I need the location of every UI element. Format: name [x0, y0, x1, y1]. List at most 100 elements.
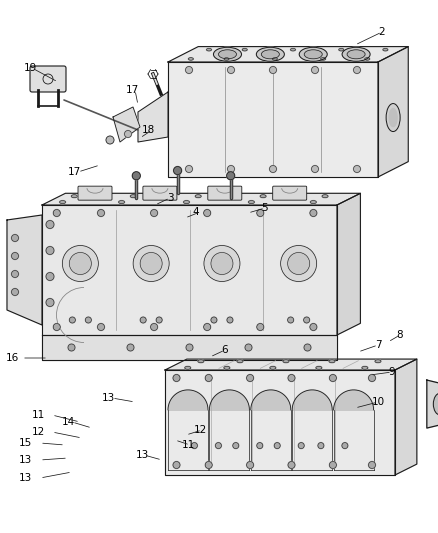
Circle shape	[173, 375, 180, 382]
Circle shape	[368, 462, 375, 469]
Ellipse shape	[260, 195, 266, 198]
Circle shape	[310, 324, 317, 330]
Circle shape	[46, 298, 54, 306]
Circle shape	[205, 375, 212, 382]
Circle shape	[257, 209, 264, 216]
Circle shape	[85, 317, 92, 323]
Polygon shape	[292, 390, 332, 410]
Circle shape	[62, 246, 99, 281]
Circle shape	[140, 253, 162, 274]
Ellipse shape	[130, 195, 136, 198]
Polygon shape	[168, 62, 378, 177]
Text: 18: 18	[141, 125, 155, 135]
Circle shape	[342, 442, 348, 449]
Circle shape	[329, 375, 336, 382]
Circle shape	[211, 317, 217, 323]
Circle shape	[173, 166, 182, 174]
Ellipse shape	[270, 366, 276, 369]
Ellipse shape	[304, 50, 322, 59]
Ellipse shape	[219, 50, 237, 59]
Ellipse shape	[224, 58, 229, 60]
Text: 17: 17	[125, 85, 138, 95]
Polygon shape	[42, 335, 337, 360]
Circle shape	[257, 442, 263, 449]
Ellipse shape	[316, 366, 322, 369]
Circle shape	[191, 442, 198, 449]
Ellipse shape	[272, 58, 277, 60]
Polygon shape	[42, 193, 360, 205]
Ellipse shape	[71, 195, 77, 198]
FancyBboxPatch shape	[78, 186, 112, 200]
Polygon shape	[165, 359, 417, 370]
Polygon shape	[395, 359, 417, 475]
Circle shape	[53, 209, 60, 216]
Ellipse shape	[299, 47, 327, 61]
Ellipse shape	[213, 47, 241, 61]
Circle shape	[311, 67, 318, 74]
Text: 6: 6	[222, 345, 228, 355]
Circle shape	[288, 375, 295, 382]
Circle shape	[353, 166, 360, 173]
Ellipse shape	[433, 393, 438, 415]
Ellipse shape	[261, 50, 279, 59]
Ellipse shape	[386, 103, 400, 132]
Text: 15: 15	[18, 438, 32, 448]
Circle shape	[46, 272, 54, 280]
Text: 11: 11	[32, 410, 45, 420]
Ellipse shape	[329, 360, 335, 363]
Circle shape	[11, 253, 18, 260]
Circle shape	[247, 462, 254, 469]
Circle shape	[69, 253, 92, 274]
Circle shape	[106, 136, 113, 143]
Ellipse shape	[224, 366, 230, 369]
Polygon shape	[42, 205, 337, 335]
Ellipse shape	[195, 195, 201, 198]
Ellipse shape	[184, 200, 190, 204]
Circle shape	[11, 235, 18, 241]
Ellipse shape	[283, 360, 289, 363]
Circle shape	[211, 253, 233, 274]
Polygon shape	[7, 215, 42, 325]
Ellipse shape	[339, 49, 344, 51]
Circle shape	[311, 166, 318, 173]
Polygon shape	[427, 380, 438, 428]
Ellipse shape	[188, 58, 193, 60]
Ellipse shape	[242, 49, 247, 51]
Text: 12: 12	[32, 427, 45, 437]
Polygon shape	[334, 390, 374, 410]
Circle shape	[227, 317, 233, 323]
Text: 13: 13	[135, 450, 148, 460]
Circle shape	[140, 317, 146, 323]
Circle shape	[204, 324, 211, 330]
FancyBboxPatch shape	[208, 186, 242, 200]
Ellipse shape	[185, 366, 191, 369]
Circle shape	[233, 442, 239, 449]
Text: 16: 16	[5, 353, 19, 363]
Circle shape	[310, 209, 317, 216]
Text: 10: 10	[371, 397, 385, 407]
Circle shape	[106, 136, 114, 144]
FancyBboxPatch shape	[143, 186, 177, 200]
Ellipse shape	[389, 109, 397, 126]
Circle shape	[151, 209, 158, 216]
Circle shape	[288, 462, 295, 469]
Text: 13: 13	[18, 473, 32, 483]
Text: 7: 7	[374, 340, 381, 350]
Ellipse shape	[119, 200, 124, 204]
Ellipse shape	[248, 200, 254, 204]
Circle shape	[269, 67, 276, 74]
Ellipse shape	[206, 49, 212, 51]
Circle shape	[11, 271, 18, 278]
Ellipse shape	[311, 200, 316, 204]
Circle shape	[151, 324, 158, 330]
Text: 5: 5	[261, 203, 268, 213]
Circle shape	[368, 375, 375, 382]
Circle shape	[227, 67, 234, 74]
Polygon shape	[165, 370, 395, 475]
Ellipse shape	[322, 195, 328, 198]
Ellipse shape	[365, 58, 370, 60]
Ellipse shape	[60, 200, 66, 204]
Text: 11: 11	[181, 440, 194, 450]
Polygon shape	[168, 46, 408, 62]
Circle shape	[156, 317, 162, 323]
